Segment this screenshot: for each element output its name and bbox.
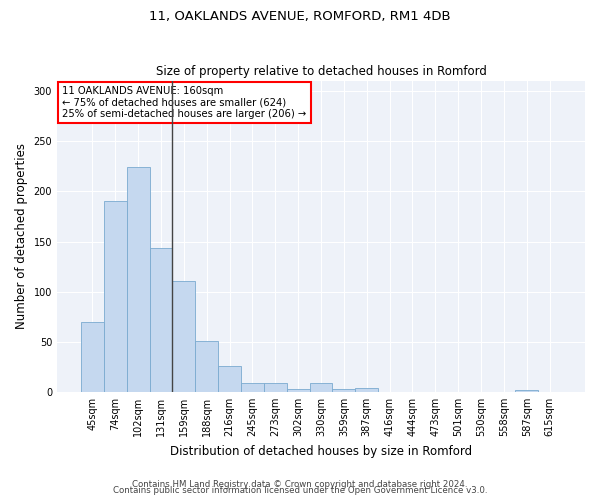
Text: 11 OAKLANDS AVENUE: 160sqm
← 75% of detached houses are smaller (624)
25% of sem: 11 OAKLANDS AVENUE: 160sqm ← 75% of deta… [62,86,307,119]
Bar [196,341,218,392]
Bar [310,383,332,392]
Bar [355,388,378,392]
Bar [218,366,241,392]
Bar [264,383,287,392]
Bar [515,390,538,392]
Bar [104,202,127,392]
Bar [241,383,264,392]
Text: Contains HM Land Registry data © Crown copyright and database right 2024.: Contains HM Land Registry data © Crown c… [132,480,468,489]
Text: 11, OAKLANDS AVENUE, ROMFORD, RM1 4DB: 11, OAKLANDS AVENUE, ROMFORD, RM1 4DB [149,10,451,23]
Bar [172,280,196,392]
Bar [81,322,104,392]
Bar [149,248,172,392]
X-axis label: Distribution of detached houses by size in Romford: Distribution of detached houses by size … [170,444,472,458]
Bar [127,168,149,392]
Bar [332,389,355,392]
Y-axis label: Number of detached properties: Number of detached properties [15,144,28,330]
Bar [287,389,310,392]
Title: Size of property relative to detached houses in Romford: Size of property relative to detached ho… [155,66,487,78]
Text: Contains public sector information licensed under the Open Government Licence v3: Contains public sector information licen… [113,486,487,495]
